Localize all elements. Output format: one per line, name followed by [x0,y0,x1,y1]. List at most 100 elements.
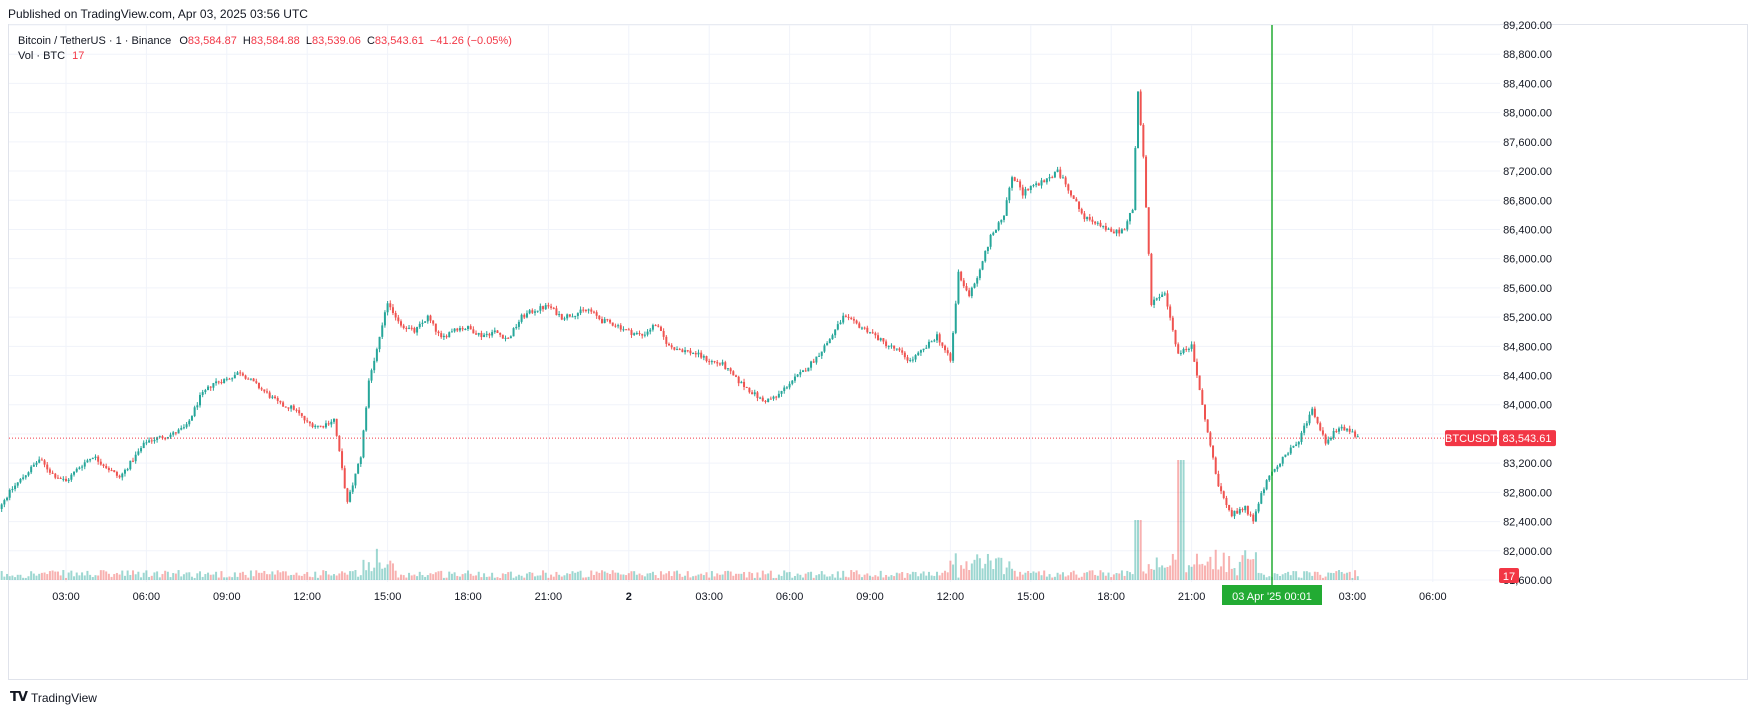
volume-bar [927,571,930,580]
volume-bar [965,561,968,580]
candle-body [1137,91,1139,149]
candle-body [847,316,850,318]
candle-body [199,394,201,406]
candle-body [1056,169,1059,172]
candle-body [1064,177,1067,185]
volume-bar [1187,565,1190,580]
candle-body [274,396,277,398]
volume-bar [204,574,207,580]
volume-bar [697,574,700,580]
volume-bar [1120,570,1123,580]
volume-bar [617,572,620,580]
candle-body [316,425,319,427]
candle-body [1128,213,1131,222]
candle-body [601,319,603,324]
volume-bar [1070,572,1072,580]
volume-bar [571,571,574,580]
volume-bar [625,575,628,580]
candle-body [898,348,901,351]
time-tick-label: 03:00 [52,591,80,603]
candle-body [73,471,76,475]
candle-body [16,482,19,486]
volume-bar [681,576,684,580]
volume-bar [844,576,847,580]
volume-bar [668,571,670,580]
volume-bar [946,572,949,580]
candle-body [1287,453,1290,455]
volume-bar [311,577,314,580]
candle-body [997,222,1000,231]
volume-bar [611,570,614,580]
volume-bar [1297,577,1300,580]
candle-body [314,425,317,427]
volume-bar [421,575,424,580]
candle-body [1166,293,1169,307]
volume-bar [38,573,41,580]
volume-bar [1003,574,1005,580]
candle-body [946,350,949,354]
candle-body [1327,439,1330,444]
candle-body [386,303,389,313]
price-tick-label: 83,200.00 [1503,458,1552,470]
price-label-name: BTCUSDT [1445,433,1497,445]
volume-bar [1134,520,1137,580]
candle-body [871,332,874,334]
volume-bar [670,576,673,580]
candle-body [440,333,443,338]
candle-body [1161,294,1164,297]
price-tick-label: 82,400.00 [1503,517,1552,529]
candle-body [327,423,330,425]
candle-body [292,405,295,410]
candle-body [1190,344,1193,349]
volume-bar [319,575,322,580]
volume-bar [413,574,416,580]
volume-bar [885,574,888,580]
candle-body [893,345,896,349]
volume-bar [102,570,105,580]
volume-bar [560,576,563,580]
volume-bar [850,570,853,580]
volume-bar [295,572,298,580]
volume-bar [1222,552,1225,580]
volume-bar [566,573,569,580]
candle-body [1351,431,1354,433]
volume-bar [1316,571,1319,580]
candle-body [850,317,853,320]
volume-bar [1142,571,1145,580]
candle-body [174,432,177,434]
candle-body [271,396,274,398]
volume-bar [271,571,274,580]
volume-bar [740,573,743,580]
volume-bar [901,572,904,580]
volume-bar [276,570,279,580]
volume-bar [836,571,839,580]
candle-body [209,386,212,388]
volume-bar [343,572,346,580]
candle-body [190,416,193,421]
volume-bar [1225,572,1228,580]
candle-body [158,436,161,438]
volume-bar [244,574,247,580]
volume-bar [429,573,432,580]
candle-body [708,361,711,363]
volume-bar [59,575,62,580]
candle-body [563,318,566,320]
candle-body [341,451,344,469]
candle-body [938,334,941,343]
volume-bar [383,567,386,580]
volume-bar [898,573,901,580]
candle-body [1201,390,1204,405]
volume-bar [30,571,33,580]
volume-bar [1008,561,1011,580]
volume-bar [635,574,638,580]
candle-body [279,400,282,403]
crosshair-time-label: 03 Apr '25 00:01 [1232,591,1312,603]
candle-body [611,322,614,326]
volume-bar [925,575,928,580]
footer-brand[interactable]: TV TradingView [10,690,97,705]
volume-bar [91,577,94,580]
candle-body [793,376,796,381]
volume-bar [860,577,863,580]
candle-body [24,475,27,478]
